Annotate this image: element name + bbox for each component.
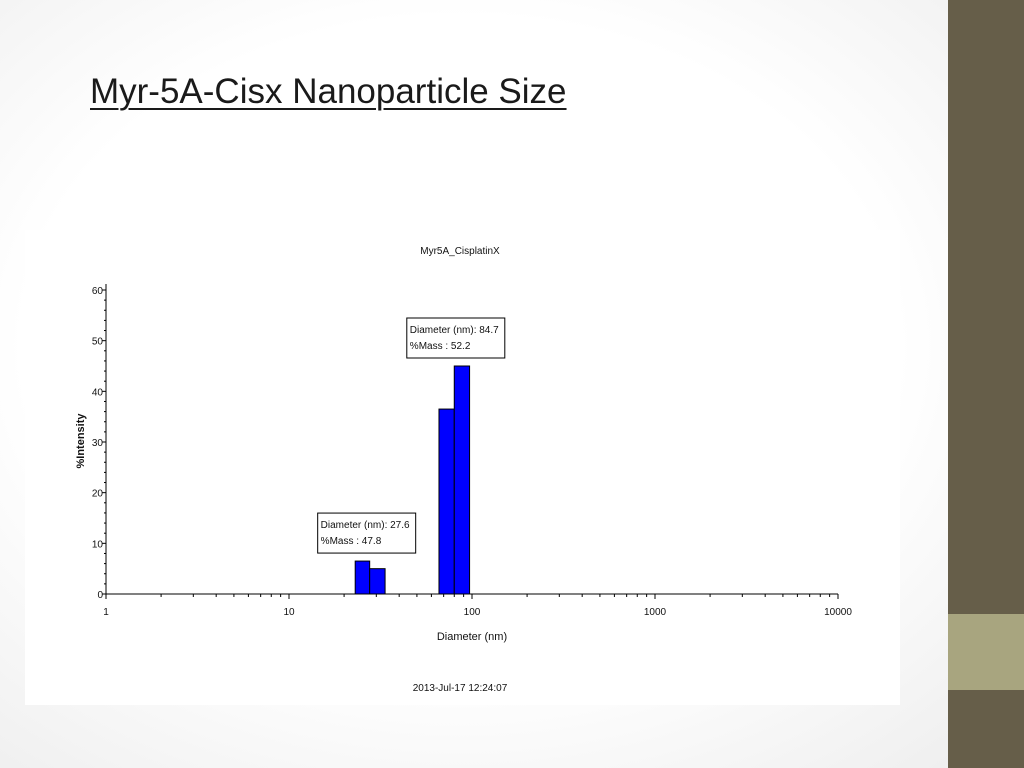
x-tick-label: 1 (103, 607, 109, 618)
annotation-line1: Diameter (nm): 27.6 (321, 520, 410, 531)
annotation-line2: %Mass : 47.8 (321, 536, 382, 547)
histogram-bar (369, 568, 386, 595)
histogram-bar (438, 408, 455, 595)
chart-title: Myr5A_CisplatinX (420, 246, 500, 257)
y-tick-label: 20 (92, 489, 104, 500)
y-tick-label: 40 (92, 387, 104, 398)
histogram-bar (453, 365, 471, 595)
sidebar-accent (948, 614, 1024, 690)
y-tick-label: 0 (97, 590, 103, 601)
annotation-box (317, 512, 417, 554)
y-tick-label: 60 (92, 286, 104, 297)
x-axis-label: Diameter (nm) (437, 631, 507, 643)
x-tick-label: 10 (283, 607, 295, 618)
histogram-bar (354, 560, 371, 595)
x-tick-label: 10000 (824, 607, 852, 618)
x-tick-label: 1000 (644, 607, 667, 618)
y-axis-label: %Intensity (75, 413, 87, 469)
y-tick-label: 30 (92, 438, 104, 449)
slide-title: Myr-5A-Cisx Nanoparticle Size (90, 72, 567, 111)
annotation-line2: %Mass : 52.2 (410, 341, 471, 352)
annotation-line1: Diameter (nm): 84.7 (410, 325, 499, 336)
y-tick-label: 10 (92, 539, 104, 550)
x-tick-label: 100 (464, 607, 481, 618)
annotation-box (406, 317, 506, 359)
timestamp-label: 2013-Jul-17 12:24:07 (413, 683, 508, 694)
y-tick-label: 50 (92, 337, 104, 348)
